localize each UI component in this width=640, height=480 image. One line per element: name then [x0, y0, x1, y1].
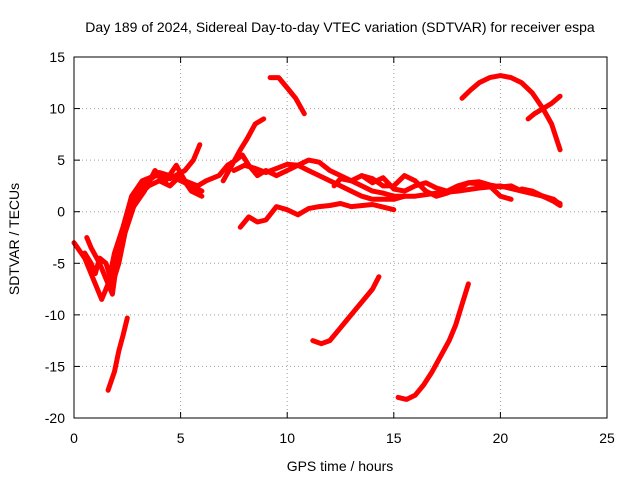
series-line-track-14: [525, 93, 563, 122]
y-tick-label: -15: [45, 358, 65, 374]
data-series: [71, 73, 563, 402]
x-tick-label: 0: [70, 430, 78, 446]
series-line-track-12: [395, 281, 471, 402]
series-line-track-16: [105, 315, 130, 393]
y-tick-label: 5: [57, 152, 65, 168]
y-tick-label: -5: [53, 255, 66, 271]
plot-frame: [73, 56, 608, 419]
series-line-track-13: [459, 73, 563, 153]
y-tick-label: 10: [49, 101, 65, 117]
x-axis-label: GPS time / hours: [287, 458, 394, 474]
x-tick-label: 10: [279, 430, 295, 446]
x-tick-label: 20: [493, 430, 509, 446]
x-tick-label: 25: [599, 430, 615, 446]
y-tick-label: -10: [45, 307, 65, 323]
grid: [74, 57, 607, 418]
series-line-track-5: [220, 116, 267, 184]
y-axis-ticks: -20 -15 -10 -5 0 5 10 15: [45, 49, 607, 426]
y-axis-label: SDTVAR / TECUs: [6, 183, 22, 295]
series-line-track-7: [237, 201, 397, 230]
series-line-track-9: [310, 274, 382, 347]
series-line-track-8: [267, 75, 307, 117]
x-tick-label: 5: [177, 430, 185, 446]
y-tick-label: -20: [45, 410, 65, 426]
x-tick-label: 15: [386, 430, 402, 446]
chart-title: Day 189 of 2024, Sidereal Day-to-day VTE…: [85, 19, 595, 35]
y-tick-label: 15: [49, 49, 65, 65]
y-tick-label: 0: [57, 204, 65, 220]
series-line-track-1: [71, 142, 203, 302]
x-axis-ticks: 0 5 10 15 20 25: [70, 57, 615, 446]
series-line-track-6: [231, 161, 407, 202]
series-line-track-15: [519, 186, 563, 208]
